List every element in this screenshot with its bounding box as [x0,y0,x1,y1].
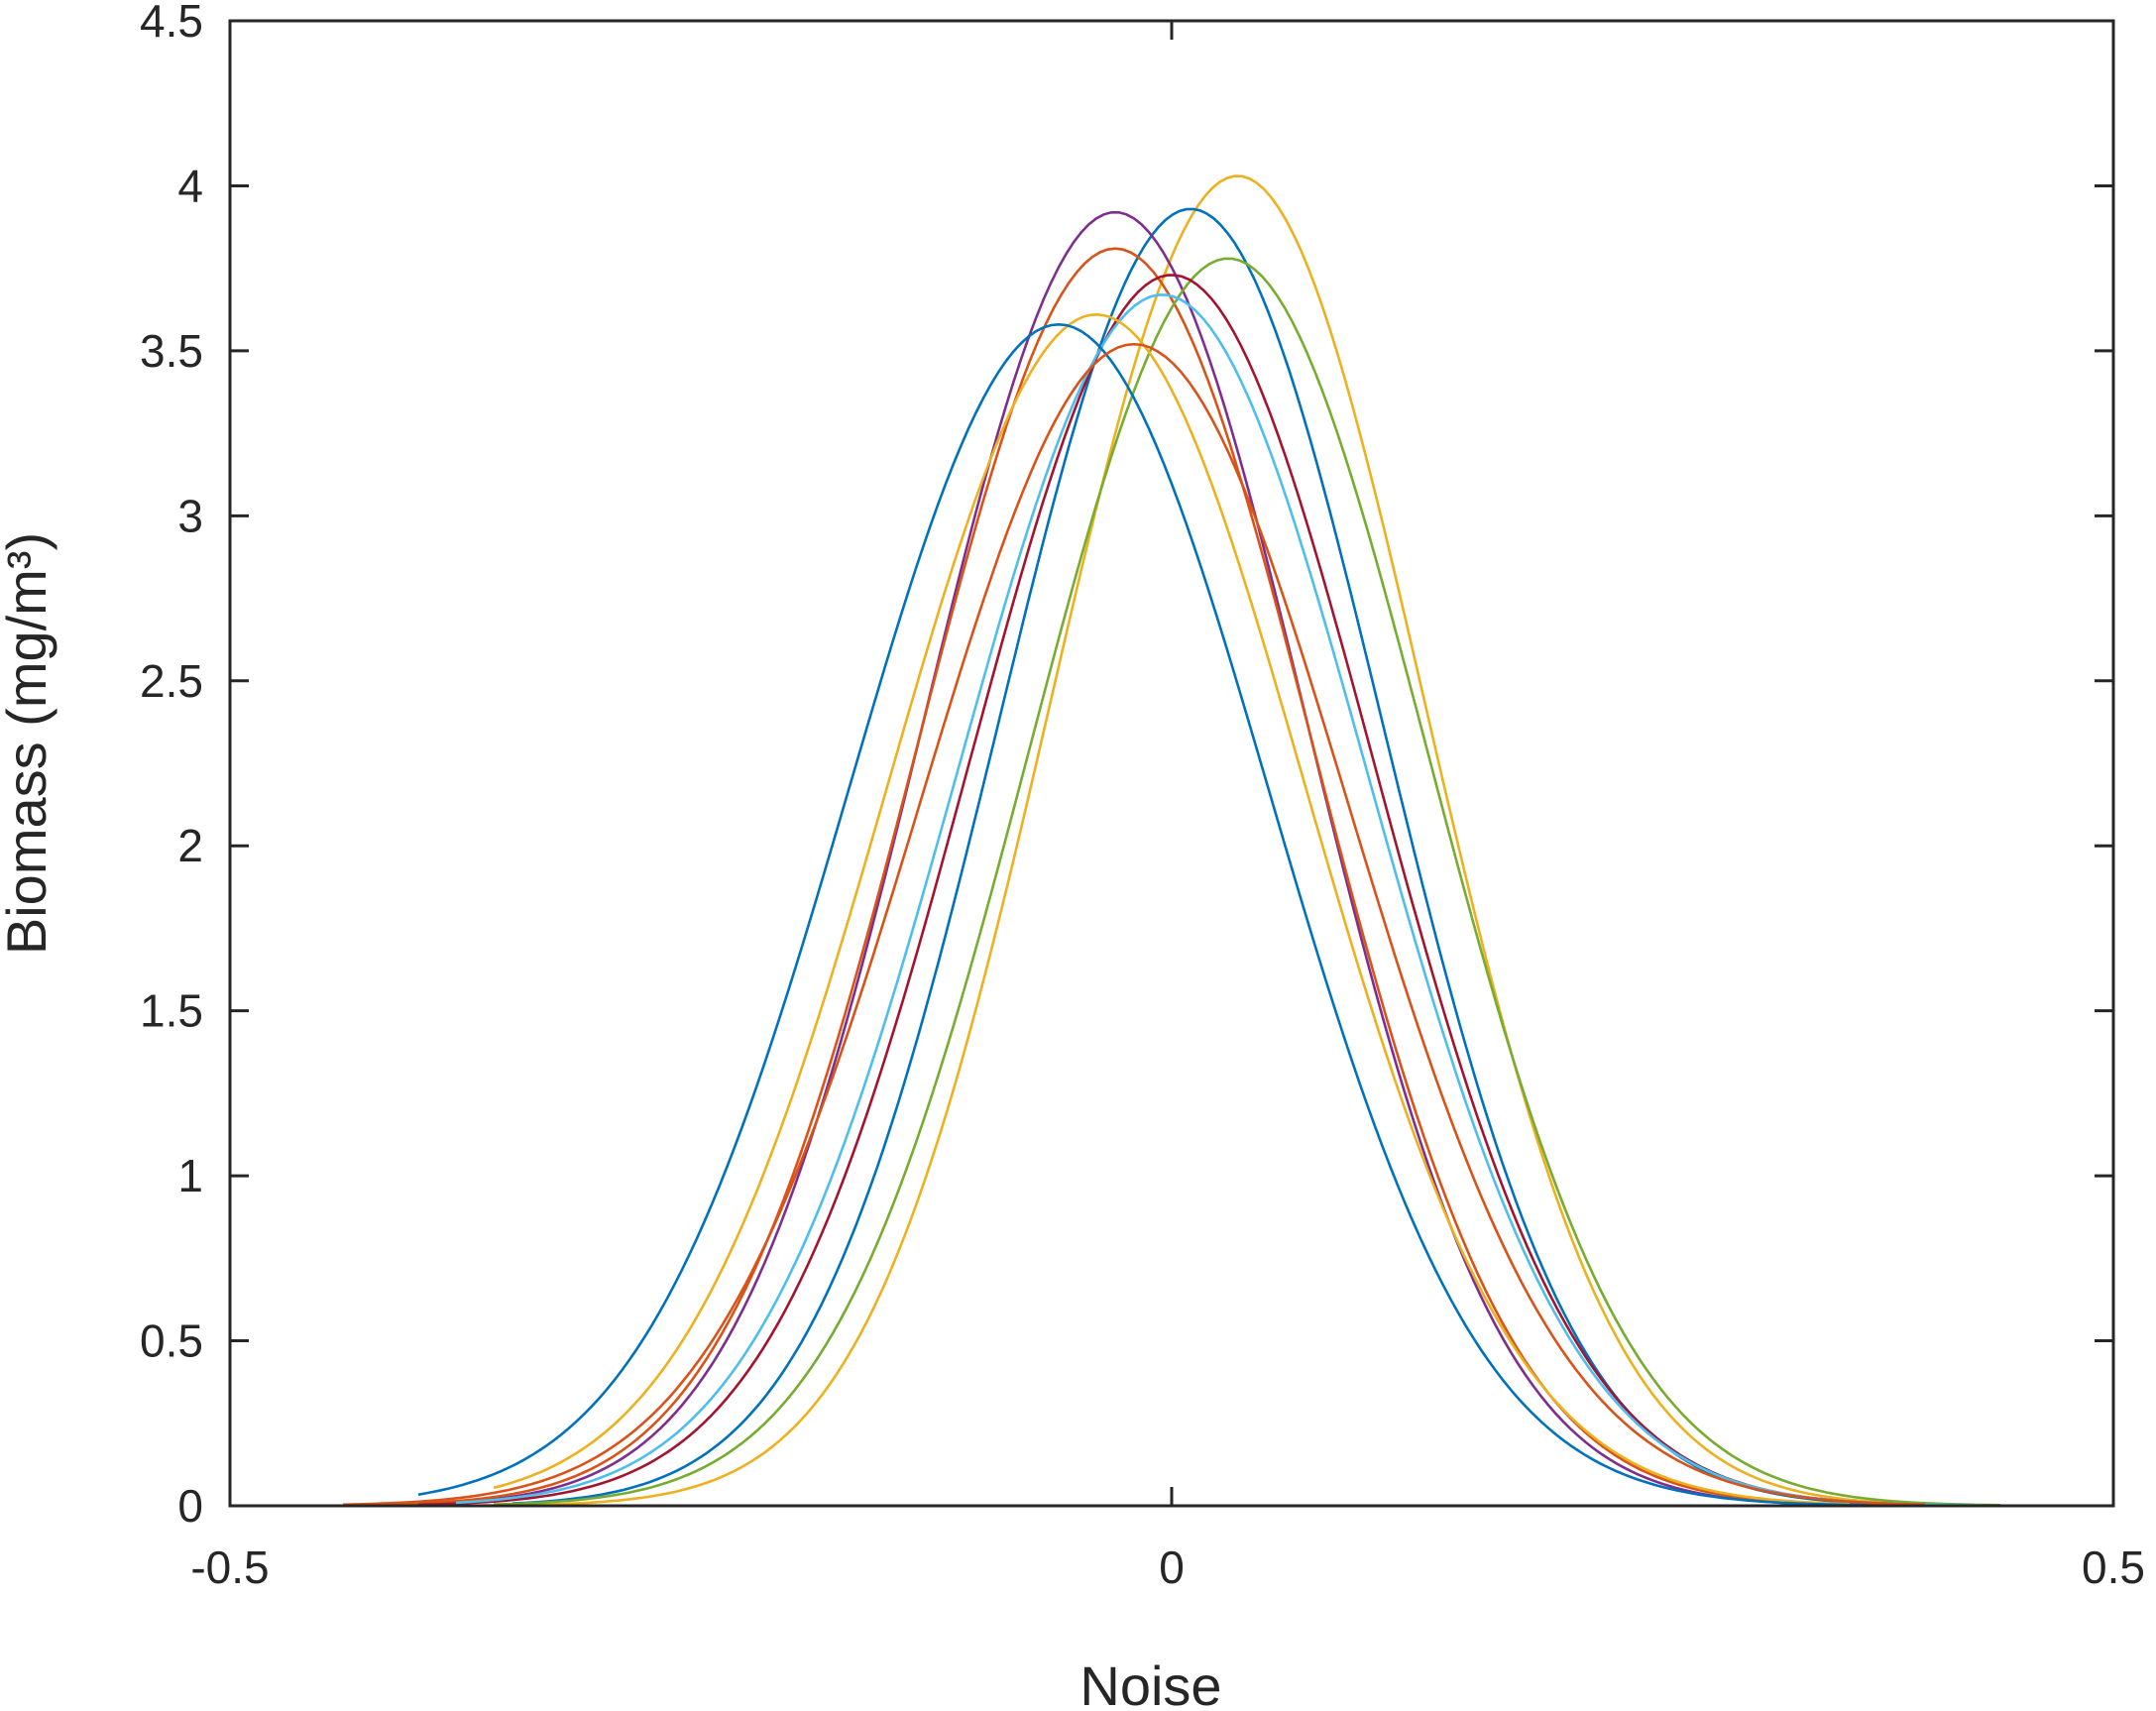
y-axis-label: Biomass (mg/m³) [0,532,57,955]
y-tick-label: 1 [177,1150,203,1201]
y-tick-label: 2 [177,820,203,871]
y-tick-label: 4 [177,160,203,211]
x-tick-label: 0 [1159,1541,1185,1593]
y-tick-labels: 0 0.5 1 1.5 2 2.5 3 3.5 4 4.5 [140,0,203,1532]
series-8-line [493,312,1851,1506]
x-tick-labels: -0.5 0 0.5 [190,1541,2145,1593]
y-tick-label: 0 [177,1480,203,1532]
axis-ticks [228,19,2115,1508]
series-1-line [456,174,1926,1508]
series-4-line [342,247,1888,1507]
plot-box [228,19,2115,1508]
y-tick-label: 3 [177,490,203,541]
y-tick-label: 4.5 [140,0,203,47]
series-lines [342,174,2001,1508]
y-tick-label: 1.5 [140,985,203,1037]
x-tick-label: -0.5 [190,1541,269,1593]
series-9-line [417,322,1926,1508]
series-10-line [342,342,1926,1507]
series-6-line [417,274,1888,1507]
series-7-line [455,293,1983,1507]
series-3-line [342,211,1851,1507]
y-tick-label: 3.5 [140,325,203,377]
series-2-line [511,207,1888,1506]
series-5-line [493,257,2001,1507]
x-tick-label: 0.5 [2082,1541,2145,1593]
y-tick-label: 0.5 [140,1315,203,1367]
x-axis-label: Noise [1079,1654,1221,1711]
y-tick-label: 2.5 [140,655,203,707]
